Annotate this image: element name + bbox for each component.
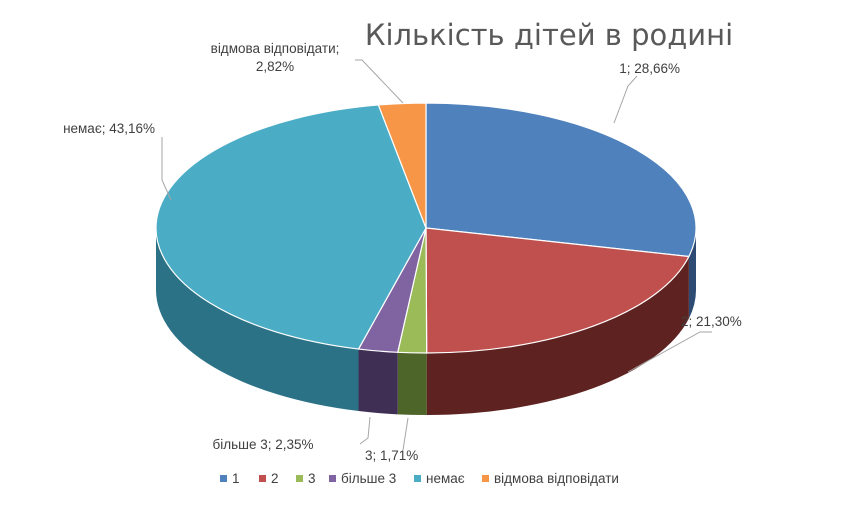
legend-label: 1 (232, 471, 240, 486)
legend-swatch (259, 475, 266, 482)
leader-line-3 (402, 417, 409, 451)
chart-title: Кількість дітей в родині (365, 18, 733, 52)
data-label-відмова-відповідати: відмова відповідати; 2,82% (211, 41, 340, 74)
data-label-3: 3; 1,71% (365, 448, 418, 463)
leader-line-1 (613, 75, 638, 124)
legend-swatch (329, 475, 336, 482)
pie-slice-1 (425, 102, 697, 258)
leader-line-2 (627, 331, 712, 373)
data-label-немає: немає; 43,16% (63, 121, 155, 136)
data-label-більше-3: більше 3; 2,35% (212, 437, 313, 452)
legend-label: більше 3 (341, 471, 396, 486)
legend-swatch (482, 475, 489, 482)
legend-item-немає: немає (414, 471, 465, 486)
data-label-2: 2; 21,30% (681, 314, 742, 329)
legend-swatch (296, 475, 303, 482)
legend-item-відмова-відповідати: відмова відповідати (482, 471, 619, 486)
legend-label: відмова відповідати (494, 471, 619, 486)
legend: 1 2 3 більше 3 немає відмова відповідати (220, 471, 619, 486)
legend-label: 2 (271, 471, 279, 486)
data-label-1: 1; 28,66% (619, 61, 680, 76)
legend-item-2: 2 (259, 471, 279, 486)
legend-label: немає (426, 471, 465, 486)
pie-slice-відмова-відповідати (377, 102, 427, 229)
legend-item-3: 3 (296, 471, 316, 486)
pie-slices (155, 102, 697, 354)
pie-side-1 (688, 228, 696, 319)
leader-line-більше-3 (359, 416, 371, 445)
pie-sides (156, 228, 696, 415)
leader-lines (161, 59, 712, 451)
leader-line-немає (161, 137, 172, 201)
legend-label: 3 (308, 471, 316, 486)
pie-side-2 (426, 256, 689, 415)
pie-side-3 (397, 352, 427, 415)
leader-line-відмова-відповідати (355, 59, 404, 104)
pie-side-немає (156, 228, 359, 412)
legend-item-більше-3: більше 3 (329, 471, 396, 486)
pie-slice-2 (425, 227, 690, 354)
pie-slice-немає (155, 104, 427, 350)
legend-item-1: 1 (220, 471, 240, 486)
legend-swatch (414, 475, 421, 482)
data-labels: 1; 28,66% 2; 21,30% 3; 1,71% більше 3; 2,35… (63, 41, 742, 463)
pie-side-більше-3 (358, 349, 398, 415)
legend-swatch (220, 475, 227, 482)
